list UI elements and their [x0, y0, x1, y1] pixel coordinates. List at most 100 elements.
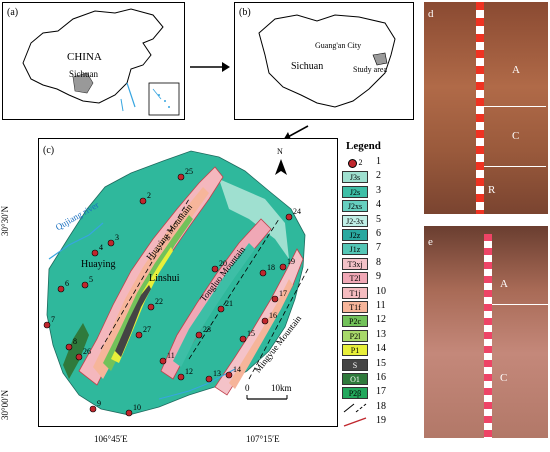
- legend-swatch: [342, 416, 368, 429]
- legend-swatch-16: O1: [342, 373, 368, 385]
- site-number: 2: [147, 191, 151, 200]
- sichuan-map: [258, 14, 396, 108]
- site-number: 21: [225, 299, 233, 308]
- measuring-tape-d: [476, 2, 484, 214]
- site-number: 22: [155, 297, 163, 306]
- site-number: 15: [247, 329, 255, 338]
- site-number: 23: [203, 325, 211, 334]
- horizon-line-d-1: [484, 106, 546, 107]
- guangan-city-label: Guang'an City: [315, 41, 362, 50]
- legend-item: 18: [340, 401, 450, 415]
- sichuan-label-b: Sichuan: [291, 61, 324, 72]
- photo-d: d A C R: [424, 2, 548, 214]
- legend-swatch-6: J2z: [342, 229, 368, 241]
- lat-bottom: 30°00′N: [0, 389, 10, 420]
- site-number: 12: [185, 367, 193, 376]
- legend-swatch-7: J1z: [342, 243, 368, 256]
- legend-number: 2: [376, 170, 381, 182]
- legend-item: O1 16: [340, 372, 450, 386]
- site-number: 4: [99, 243, 103, 252]
- panel-d-tag: d: [428, 8, 434, 20]
- legend-swatch: [342, 401, 368, 414]
- site-number: 13: [213, 369, 221, 378]
- site-number: 27: [143, 325, 151, 334]
- town-linshui: Linshui: [149, 273, 180, 284]
- horizon-line-d-2: [484, 166, 546, 167]
- measuring-tape-e: [484, 234, 492, 438]
- legend-number: 10: [376, 285, 386, 297]
- arrow-right: [190, 62, 230, 72]
- horizon-d-r: R: [488, 184, 496, 196]
- photo-e: e A C: [424, 226, 548, 438]
- site-number: 25: [185, 167, 193, 176]
- site-number: 18: [267, 263, 275, 272]
- legend-number: 18: [376, 400, 386, 412]
- legend-number: 9: [376, 271, 381, 283]
- site-number: 6: [65, 279, 69, 288]
- legend-swatch-8: T3xj: [342, 257, 368, 270]
- panel-b: (b) Guang'an City Sichuan Study area: [234, 2, 414, 120]
- legend-item: J3s 2: [340, 170, 450, 184]
- legend-swatch-10: T1j: [342, 286, 368, 299]
- horizon-e-c: C: [500, 372, 508, 384]
- legend-swatch-3: J2s: [342, 185, 368, 198]
- legend-number: 5: [376, 213, 381, 225]
- horizon-d-c: C: [512, 130, 520, 142]
- legend-swatch-13: P2l: [342, 329, 368, 342]
- legend-number: 17: [376, 386, 386, 398]
- legend-item: P2l 13: [340, 329, 450, 343]
- site-number: 3: [115, 233, 119, 242]
- legend-item: J2s 3: [340, 185, 450, 199]
- site-number: 14: [233, 365, 241, 374]
- legend-number: 16: [376, 372, 386, 383]
- legend: Legend 2 1 J3s 2 J2s 3 J2xs 4 J2-3x 5 J2z 6 J1z 7 T3xj…: [340, 140, 422, 430]
- china-map: [22, 8, 180, 116]
- legend-item: 19: [340, 415, 450, 429]
- legend-number: 8: [376, 256, 381, 268]
- legend-item: S 15: [340, 358, 450, 372]
- study-area-label: Study area: [353, 65, 387, 74]
- panel-b-tag: (b): [239, 7, 251, 18]
- legend-number: 11: [376, 300, 386, 311]
- sichuan-shape: [72, 72, 94, 94]
- scale-label: 10km: [271, 383, 292, 393]
- sichuan-label-a: Sichuan: [69, 69, 98, 79]
- site-number: 19: [287, 257, 295, 266]
- site-number: 11: [167, 351, 175, 360]
- legend-number: 14: [376, 343, 386, 355]
- north-label: N: [277, 147, 283, 156]
- town-huaying: Huaying: [81, 259, 116, 270]
- panel-c-tag: (c): [43, 145, 55, 156]
- panel-c: 2 3 4 5 6 7 8 9 10 11 12 13 14 15 16 17 18 19 20 21 22 23 24 25…: [38, 138, 338, 427]
- site-dot-icon: [347, 158, 357, 168]
- legend-item: J2z 6: [340, 228, 450, 242]
- legend-swatch-14: P1: [342, 344, 368, 357]
- legend-item: T3xj 8: [340, 257, 450, 271]
- legend-swatch-17: P2β: [342, 387, 368, 400]
- legend-title: Legend: [346, 140, 381, 152]
- panel-a-tag: (a): [7, 7, 19, 18]
- legend-number: 19: [376, 415, 386, 427]
- horizon-line-e-1: [492, 304, 548, 305]
- panel-a: (a) CHINA Sichuan: [2, 2, 185, 120]
- site-number: 9: [97, 399, 101, 408]
- legend-swatch-4: J2xs: [342, 200, 368, 213]
- north-arrow: [275, 159, 287, 175]
- panel-e-tag: e: [428, 236, 433, 248]
- study-area-shape: [372, 52, 388, 66]
- site-number: 16: [269, 311, 277, 320]
- legend-number: 1: [376, 156, 381, 167]
- legend-item: P1 14: [340, 343, 450, 357]
- legend-item: J2-3x 5: [340, 214, 450, 228]
- legend-item: J2xs 4: [340, 199, 450, 213]
- legend-number: 6: [376, 228, 381, 239]
- legend-swatch-11: T1f: [342, 301, 368, 313]
- scale-zero: 0: [245, 383, 250, 393]
- legend-item: P2β 17: [340, 386, 450, 400]
- legend-swatch-9: T2l: [342, 272, 368, 285]
- legend-number: 15: [376, 357, 386, 369]
- legend-swatch-5: J2-3x: [342, 214, 368, 227]
